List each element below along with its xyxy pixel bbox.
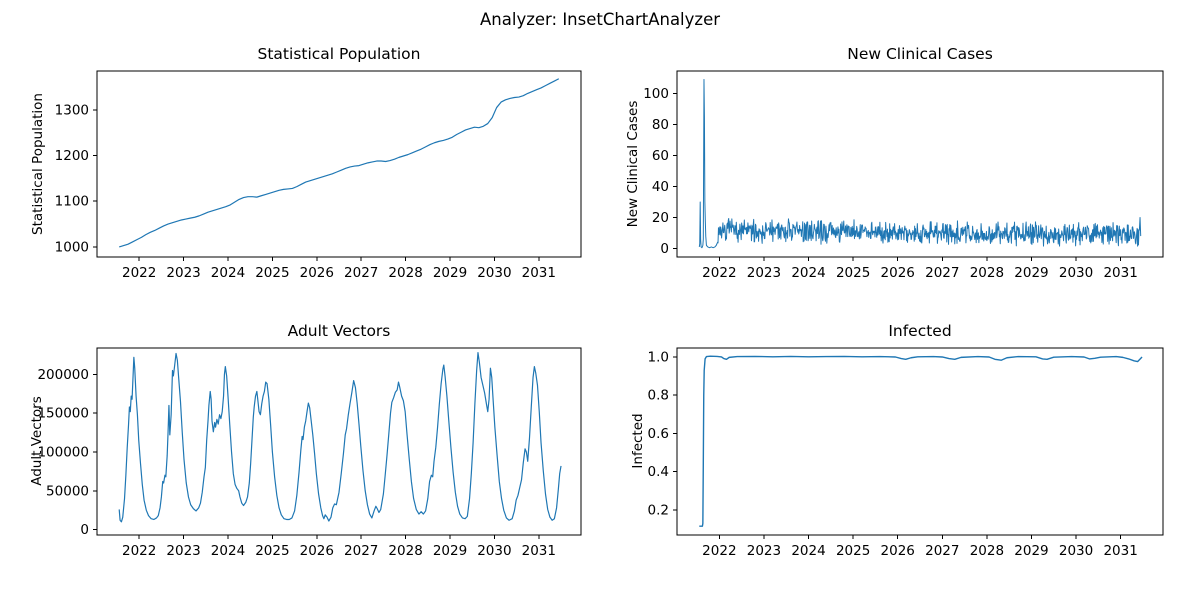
x-tick-label: 2028 <box>388 543 422 559</box>
x-tick-label: 2030 <box>1059 543 1093 559</box>
series-line-new_clinical_cases <box>698 79 1142 249</box>
x-tick-label: 2023 <box>747 543 781 559</box>
axes-frame <box>676 70 1164 258</box>
x-tick-label: 2022 <box>122 543 156 559</box>
x-tick-label: 2024 <box>791 543 825 559</box>
figure-suptitle: Analyzer: InsetChartAnalyzer <box>480 10 720 29</box>
y-tick-label: 0.4 <box>648 464 669 480</box>
x-tick-label: 2028 <box>970 265 1004 281</box>
y-tick-label: 0 <box>660 241 669 257</box>
y-tick-label: 50000 <box>46 483 89 499</box>
axis-ticks: 2022 2023 2024 2025 2026 2027 2028 2029 2030 2031… <box>643 86 1138 281</box>
y-tick-label: 40 <box>652 179 669 195</box>
axes-frame <box>676 347 1164 536</box>
x-tick-label: 2023 <box>166 265 200 281</box>
axis-ticks: 2022 2023 2024 2025 2026 2027 2028 2029 2030 2031… <box>37 367 556 559</box>
x-tick-label: 2025 <box>836 543 870 559</box>
x-tick-label: 2026 <box>881 265 915 281</box>
x-tick-label: 2030 <box>1059 265 1093 281</box>
x-tick-label: 2022 <box>702 265 736 281</box>
x-tick-label: 2023 <box>166 543 200 559</box>
y-tick-label: 60 <box>652 148 669 164</box>
subplot-statistical_population: 2022 2023 2024 2025 2026 2027 2028 2029 2030 2031… <box>55 70 582 281</box>
axis-ticks: 2022 2023 2024 2025 2026 2027 2028 2029 2030 2031… <box>648 349 1138 559</box>
x-tick-label: 2031 <box>1103 543 1137 559</box>
x-tick-label: 2025 <box>836 265 870 281</box>
x-tick-label: 2027 <box>925 265 959 281</box>
x-tick-label: 2029 <box>433 543 467 559</box>
x-tick-label: 2027 <box>925 543 959 559</box>
y-tick-label: 20 <box>652 210 669 226</box>
y-tick-label: 1100 <box>55 194 89 210</box>
x-tick-label: 2023 <box>747 265 781 281</box>
x-tick-label: 2027 <box>344 265 378 281</box>
series-line-adult_vectors <box>118 352 562 523</box>
x-tick-label: 2022 <box>702 543 736 559</box>
y-tick-label: 1300 <box>55 102 89 118</box>
x-tick-label: 2027 <box>344 543 378 559</box>
subplot-new_clinical_cases: 2022 2023 2024 2025 2026 2027 2028 2029 2030 2031… <box>643 70 1164 281</box>
x-tick-label: 2030 <box>477 543 511 559</box>
x-tick-label: 2024 <box>211 543 245 559</box>
y-tick-label: 0.8 <box>648 388 669 404</box>
subplot-title-statistical-population: Statistical Population <box>257 45 421 63</box>
y-tick-label: 0.2 <box>648 502 669 518</box>
x-tick-label: 2024 <box>211 265 245 281</box>
y-tick-label: 1200 <box>55 148 89 164</box>
subplot-title-adult-vectors: Adult Vectors <box>287 322 391 340</box>
subplot-title-new-clinical-cases: New Clinical Cases <box>847 45 993 63</box>
axes-frame <box>96 70 582 258</box>
subplot-title-infected: Infected <box>888 322 952 340</box>
y-tick-label: 0.6 <box>648 426 669 442</box>
subplot-infected: 2022 2023 2024 2025 2026 2027 2028 2029 2030 2031… <box>648 347 1164 559</box>
y-tick-label: 1000 <box>55 239 89 255</box>
x-tick-label: 2022 <box>122 265 156 281</box>
series-line-infected <box>699 355 1143 527</box>
x-tick-label: 2028 <box>970 543 1004 559</box>
y-tick-label: 100000 <box>37 444 89 460</box>
y-tick-label: 100 <box>643 86 669 102</box>
x-tick-label: 2025 <box>255 543 289 559</box>
subplot-adult_vectors: 2022 2023 2024 2025 2026 2027 2028 2029 2030 2031… <box>37 347 582 559</box>
x-tick-label: 2031 <box>522 543 556 559</box>
x-tick-label: 2026 <box>881 543 915 559</box>
series-line-statistical_population <box>119 78 560 248</box>
axis-ticks: 2022 2023 2024 2025 2026 2027 2028 2029 2030 2031… <box>55 102 556 281</box>
x-tick-label: 2031 <box>522 265 556 281</box>
x-tick-label: 2026 <box>300 265 334 281</box>
x-tick-label: 2026 <box>300 543 334 559</box>
axes-frame <box>96 347 582 536</box>
y-tick-label: 80 <box>652 117 669 133</box>
x-tick-label: 2024 <box>791 265 825 281</box>
y-tick-label: 0 <box>80 522 89 538</box>
x-tick-label: 2029 <box>1014 265 1048 281</box>
x-tick-label: 2031 <box>1103 265 1137 281</box>
x-tick-label: 2030 <box>477 265 511 281</box>
x-tick-label: 2029 <box>433 265 467 281</box>
x-tick-label: 2028 <box>388 265 422 281</box>
y-tick-label: 200000 <box>37 367 89 383</box>
x-tick-label: 2025 <box>255 265 289 281</box>
y-tick-label: 1.0 <box>648 349 669 365</box>
y-tick-label: 150000 <box>37 406 89 422</box>
x-tick-label: 2029 <box>1014 543 1048 559</box>
